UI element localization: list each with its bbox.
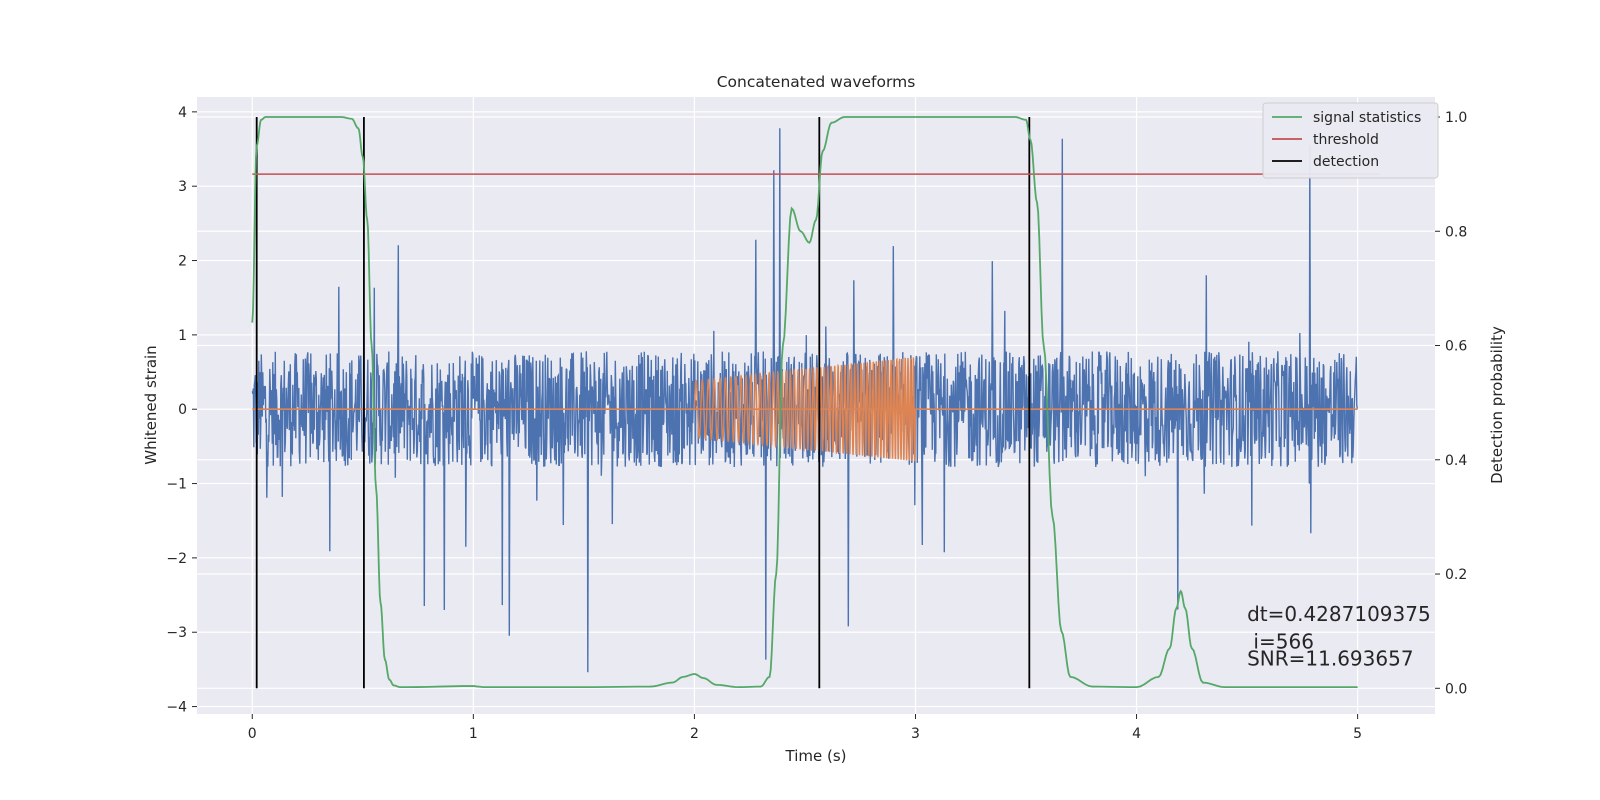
ticks: 0 1 2 3 4 5 −4 −3 −2 −1 0 1 2 3 4 0.0 0.2 0.4 0.6 0.8 1.0 — [166, 105, 1467, 742]
y-tick-label: 0 — [178, 402, 187, 418]
y-tick-label: 1 — [178, 328, 187, 344]
y2-tick-label: 0.4 — [1445, 453, 1467, 469]
y-tick-label: 4 — [178, 105, 187, 121]
y2-axis-label: Detection probability — [1488, 326, 1506, 484]
y2-tick-label: 0.0 — [1445, 681, 1467, 697]
plot-lines — [251, 116, 1380, 689]
x-tick-label: 4 — [1132, 726, 1141, 742]
x-tick-label: 3 — [911, 726, 920, 742]
x-tick-label: 0 — [248, 726, 257, 742]
y-tick-label: −3 — [166, 625, 187, 641]
x-tick-label: 1 — [469, 726, 478, 742]
y-tick-label: 3 — [178, 179, 187, 195]
series-signal-statistics — [251, 116, 1358, 689]
y2-tick-label: 1.0 — [1445, 110, 1467, 126]
y-axis-label: Whitened strain — [142, 345, 160, 464]
series-strain-noise — [251, 128, 1358, 673]
x-axis-label: Time (s) — [785, 747, 847, 765]
y-tick-label: −1 — [166, 477, 187, 493]
y-tick-label: −2 — [166, 551, 187, 567]
x-tick-label: 5 — [1353, 726, 1362, 742]
y-tick-label: −4 — [166, 700, 187, 716]
legend-label-signal: signal statistics — [1313, 110, 1421, 126]
legend-label-detection: detection — [1313, 154, 1379, 170]
annotation-i: i=566 — [1247, 630, 1314, 654]
legend-label-threshold: threshold — [1313, 132, 1379, 148]
series-injected-chirp — [693, 357, 917, 462]
y-tick-label: 2 — [178, 254, 187, 270]
annotation-snr: SNR=11.693657 — [1247, 647, 1413, 671]
annotations: dt=0.4287109375 i=566 SNR=11.693657 — [1247, 602, 1431, 671]
chart-title: Concatenated waveforms — [717, 73, 916, 91]
y2-tick-label: 0.2 — [1445, 567, 1467, 583]
y2-tick-label: 0.6 — [1445, 339, 1467, 355]
legend: signal statistics threshold detection — [1262, 102, 1439, 179]
annotation-dt: dt=0.4287109375 — [1247, 602, 1431, 626]
x-tick-label: 2 — [690, 726, 699, 742]
legend-box — [1262, 102, 1439, 179]
y2-tick-label: 0.8 — [1445, 224, 1467, 240]
